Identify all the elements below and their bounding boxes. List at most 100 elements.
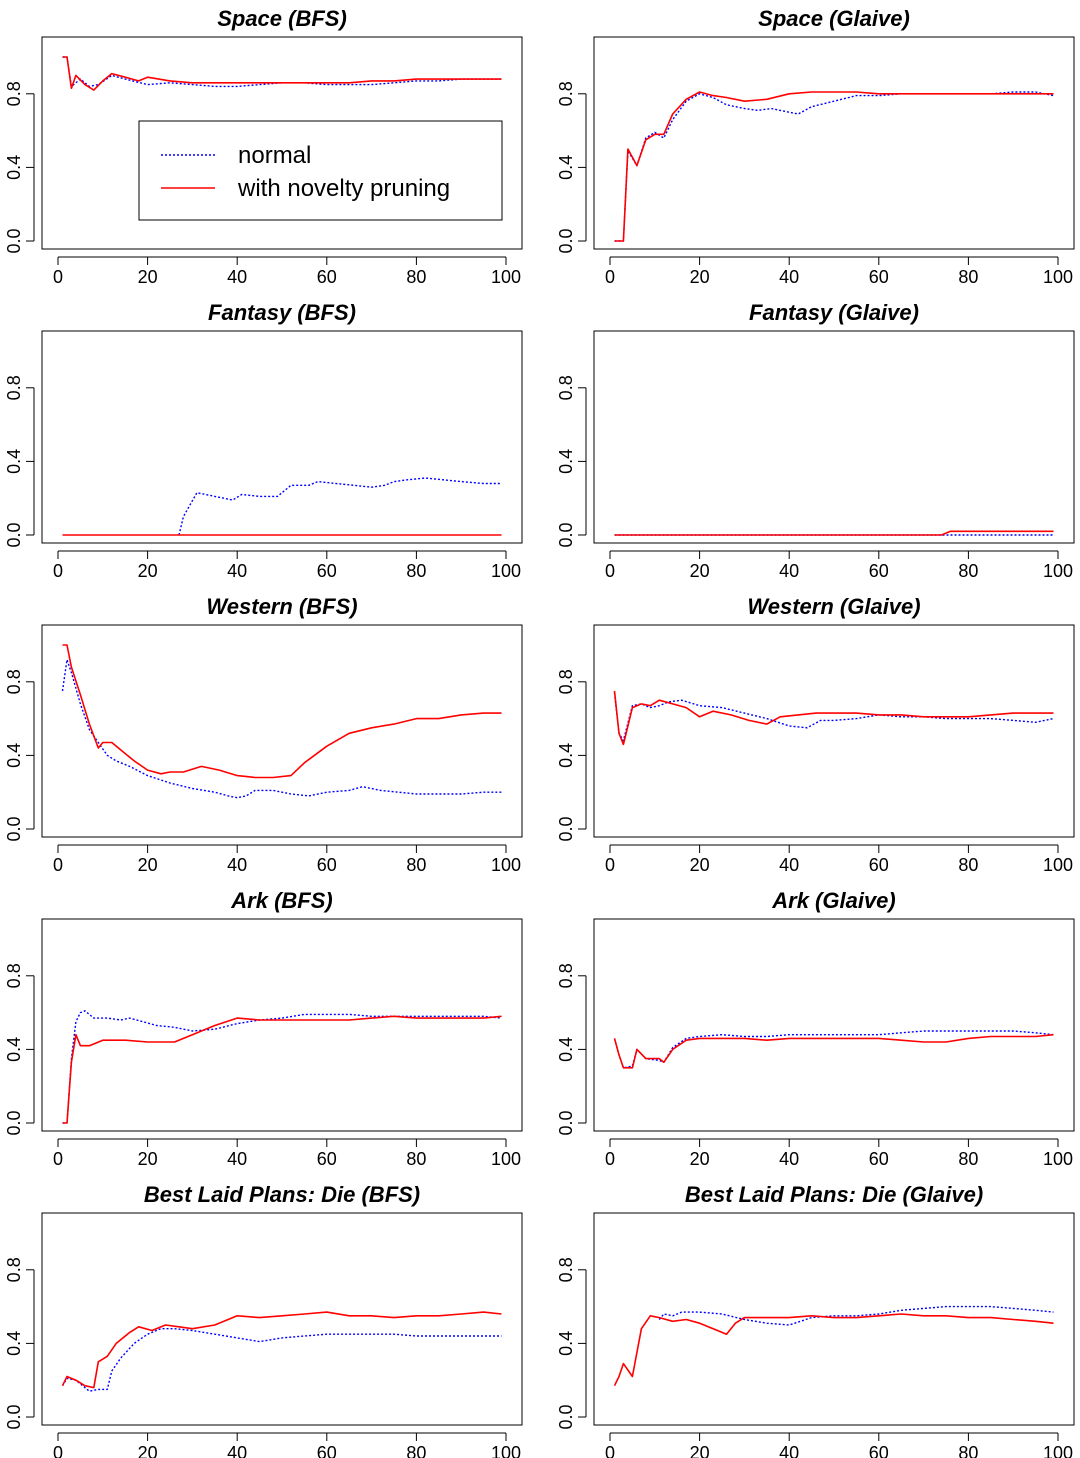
x-tick-label: 40 — [779, 855, 799, 875]
x-tick-label: 100 — [1043, 267, 1073, 287]
panel-title: Best Laid Plans: Die (Glaive) — [685, 1182, 983, 1207]
x-tick-label: 40 — [779, 561, 799, 581]
y-tick-label: 0.8 — [4, 81, 24, 106]
plot-frame — [593, 1212, 1075, 1426]
panel-title: Fantasy (BFS) — [208, 300, 356, 325]
x-tick-label: 40 — [779, 267, 799, 287]
x-tick-label: 80 — [406, 1149, 426, 1169]
legend-label: normal — [238, 142, 311, 169]
x-tick-label: 0 — [605, 561, 615, 581]
panel-title: Space (Glaive) — [758, 6, 910, 31]
panel-title: Best Laid Plans: Die (BFS) — [144, 1182, 420, 1207]
x-tick-label: 20 — [690, 1149, 710, 1169]
x-tick-label: 20 — [138, 561, 158, 581]
series-line-novelty-pruning — [62, 56, 502, 91]
plot-frame — [41, 330, 523, 544]
x-tick-label: 20 — [690, 855, 710, 875]
x-tick-label: 80 — [406, 561, 426, 581]
x-tick-label: 80 — [406, 855, 426, 875]
y-tick-label: 0.0 — [4, 522, 24, 547]
x-tick-label: 100 — [491, 267, 521, 287]
x-tick-label: 60 — [869, 267, 889, 287]
x-tick-label: 80 — [958, 561, 978, 581]
series-line-novelty-pruning — [614, 91, 1054, 242]
panel-6: Western (Glaive) 0 20 40 60 80 100 0.0 0.4 0.8 — [556, 594, 1075, 875]
panel-8: Ark (Glaive) 0 20 40 60 80 100 0.0 0.4 0.8 — [556, 888, 1075, 1169]
panel-4: Fantasy (Glaive) 0 20 40 60 80 100 0.0 0.4 0.8 — [556, 300, 1075, 581]
x-tick-label: 0 — [605, 1443, 615, 1458]
x-tick-label: 100 — [1043, 561, 1073, 581]
x-tick-label: 60 — [317, 561, 337, 581]
x-tick-label: 60 — [317, 855, 337, 875]
panel-3: Fantasy (BFS) 0 20 40 60 80 100 0.0 0.4 0.8 — [4, 300, 523, 581]
y-tick-label: 0.0 — [556, 1404, 576, 1429]
series-line-normal — [178, 477, 502, 536]
legend-label: with novelty pruning — [237, 175, 450, 202]
x-tick-label: 20 — [690, 267, 710, 287]
y-tick-label: 0.8 — [556, 669, 576, 694]
x-tick-label: 40 — [779, 1149, 799, 1169]
x-tick-label: 60 — [869, 855, 889, 875]
x-tick-label: 80 — [958, 855, 978, 875]
plot-frame — [593, 918, 1075, 1132]
series-line-normal — [61, 659, 502, 799]
x-tick-label: 20 — [138, 1149, 158, 1169]
x-tick-label: 20 — [138, 267, 158, 287]
panel-title: Ark (Glaive) — [771, 888, 896, 913]
y-tick-label: 0.8 — [556, 1257, 576, 1282]
panel-title: Fantasy (Glaive) — [749, 300, 919, 325]
x-tick-label: 20 — [138, 855, 158, 875]
series-line-novelty-pruning — [613, 1033, 1054, 1069]
x-tick-label: 60 — [869, 1149, 889, 1169]
y-tick-label: 0.8 — [4, 669, 24, 694]
plot-frame — [41, 624, 523, 838]
y-tick-label: 0.0 — [4, 1404, 24, 1429]
x-tick-label: 60 — [317, 1149, 337, 1169]
series-line-normal — [61, 1327, 502, 1392]
panel-title: Western (BFS) — [206, 594, 357, 619]
x-tick-label: 80 — [958, 1443, 978, 1458]
series-line-normal — [62, 1010, 502, 1124]
x-tick-label: 100 — [491, 1443, 521, 1458]
y-tick-label: 0.4 — [556, 1331, 576, 1356]
series-line-normal — [62, 56, 502, 88]
x-tick-label: 80 — [406, 267, 426, 287]
panel-title: Ark (BFS) — [230, 888, 332, 913]
plot-frame — [593, 36, 1075, 250]
plot-frame — [41, 36, 523, 250]
x-tick-label: 100 — [491, 1149, 521, 1169]
x-tick-label: 0 — [53, 561, 63, 581]
x-tick-label: 40 — [227, 561, 247, 581]
x-tick-label: 80 — [406, 1443, 426, 1458]
panel-7: Ark (BFS) 0 20 40 60 80 100 0.0 0.4 0.8 — [4, 888, 523, 1169]
y-tick-label: 0.4 — [556, 1037, 576, 1062]
legend-box — [138, 120, 503, 221]
y-tick-label: 0.4 — [4, 449, 24, 474]
x-tick-label: 100 — [1043, 1443, 1073, 1458]
y-tick-label: 0.0 — [556, 228, 576, 253]
x-tick-label: 0 — [605, 1149, 615, 1169]
x-tick-label: 60 — [869, 1443, 889, 1458]
y-tick-label: 0.4 — [556, 743, 576, 768]
x-tick-label: 100 — [491, 561, 521, 581]
x-tick-label: 40 — [227, 855, 247, 875]
x-tick-label: 20 — [690, 1443, 710, 1458]
x-tick-label: 0 — [53, 1443, 63, 1458]
x-tick-label: 100 — [491, 855, 521, 875]
y-tick-label: 0.8 — [556, 375, 576, 400]
x-tick-label: 0 — [605, 855, 615, 875]
y-tick-label: 0.8 — [556, 81, 576, 106]
series-line-novelty-pruning — [62, 644, 502, 779]
x-tick-label: 0 — [53, 855, 63, 875]
x-tick-label: 0 — [605, 267, 615, 287]
y-tick-label: 0.0 — [556, 1110, 576, 1135]
panel-2: Space (Glaive) 0 20 40 60 80 100 0.0 0.4 0.8 — [556, 6, 1075, 287]
panel-5: Western (BFS) 0 20 40 60 80 100 0.0 0.4 0.8 — [4, 594, 523, 875]
y-tick-label: 0.8 — [4, 375, 24, 400]
x-tick-label: 100 — [1043, 1149, 1073, 1169]
y-tick-label: 0.0 — [4, 1110, 24, 1135]
series-line-normal — [613, 692, 1054, 742]
x-tick-label: 40 — [227, 1149, 247, 1169]
plot-frame — [593, 624, 1075, 838]
